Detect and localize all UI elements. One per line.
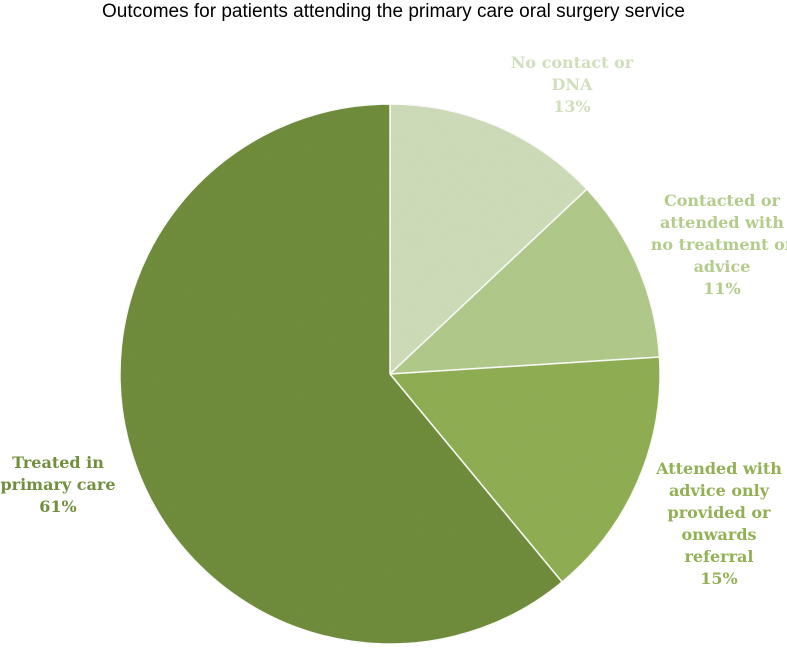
pie-slice xyxy=(119,103,564,645)
slice-label-line: DNA xyxy=(552,75,594,94)
slice-label-line: Attended with xyxy=(655,459,782,478)
slice-label: Attended with advice only provided or onwar… xyxy=(655,459,782,588)
slice-percent-label: 15% xyxy=(700,569,737,588)
slice-label-line: provided or xyxy=(668,503,771,522)
pie-slice xyxy=(387,188,661,375)
pie-labels: No contact or DNA 13% Contacted or attended … xyxy=(0,53,787,588)
slice-label-line: no treatment or xyxy=(651,235,787,254)
chart-title: Outcomes for patients attending the prim… xyxy=(102,1,685,22)
slice-label-line: attended with xyxy=(660,213,784,232)
slice-percent-label: 61% xyxy=(39,497,76,516)
slice-label-line: Contacted or xyxy=(664,191,781,210)
slice-label: Contacted or attended with no treatment or… xyxy=(651,191,787,298)
slice-label-line: advice xyxy=(694,257,751,276)
slice-label-line: Treated in xyxy=(12,453,104,472)
slice-label-line: No contact or xyxy=(511,53,634,72)
slice-label: No contact or DNA 13% xyxy=(511,53,634,116)
pie-slices xyxy=(119,103,661,645)
slice-label-line: onwards xyxy=(681,525,756,544)
pie-slice xyxy=(389,103,588,376)
slice-percent-label: 13% xyxy=(553,97,590,116)
slice-label: Treated in primary care 61% xyxy=(0,453,115,516)
pie-slice xyxy=(388,356,661,584)
slice-percent-label: 11% xyxy=(703,279,740,298)
slice-label-line: referral xyxy=(685,547,754,566)
slice-label-line: primary care xyxy=(0,475,115,494)
slice-label-line: advice only xyxy=(669,481,770,500)
